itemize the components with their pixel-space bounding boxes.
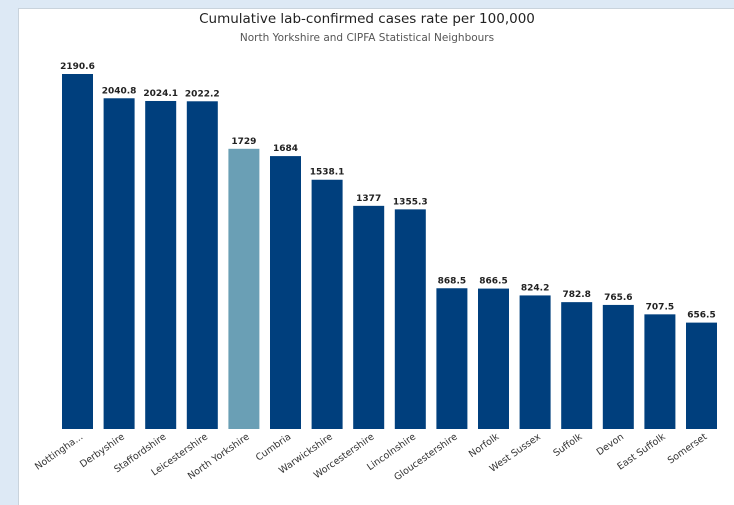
value-label: 1377 — [356, 194, 381, 204]
value-label: 1684 — [273, 144, 298, 154]
bar-worcestershire — [353, 205, 385, 429]
value-label: 866.5 — [479, 277, 507, 287]
value-label: 868.5 — [438, 276, 466, 286]
bar-east-suffolk — [644, 314, 676, 429]
chart-subtitle: North Yorkshire and CIPFA Statistical Ne… — [239, 32, 495, 44]
category-label: Norfolk — [467, 431, 502, 460]
category-label: Suffolk — [551, 431, 584, 459]
bar-suffolk — [561, 302, 593, 429]
value-label: 2040.8 — [102, 86, 137, 96]
bar-gloucestershire — [436, 288, 468, 429]
value-label: 782.8 — [562, 290, 590, 300]
value-label: 765.6 — [604, 293, 632, 303]
bar-devon — [602, 304, 634, 429]
value-label: 1538.1 — [310, 168, 345, 178]
value-label: 824.2 — [521, 283, 549, 293]
value-label: 2024.1 — [143, 89, 178, 99]
value-label: 2190.6 — [60, 62, 95, 72]
bar-derbyshire — [103, 98, 135, 429]
bar-lincolnshire — [394, 209, 426, 429]
value-label: 2022.2 — [185, 89, 220, 99]
category-label: Cumbria — [254, 431, 293, 463]
bar-norfolk — [478, 288, 509, 429]
value-label: 1729 — [231, 137, 256, 147]
bar-west-sussex — [519, 295, 551, 429]
bar-warwickshire — [311, 179, 343, 429]
category-label: Somerset — [666, 431, 710, 466]
bar-north-yorkshire — [228, 148, 260, 430]
bar-nottingha — [62, 74, 93, 429]
bar-cumbria — [270, 156, 301, 429]
value-label: 656.5 — [687, 311, 715, 321]
category-label: Nottingha... — [33, 431, 85, 472]
category-label: Devon — [595, 431, 626, 458]
value-label: 707.5 — [646, 302, 674, 312]
value-label: 1355.3 — [393, 197, 428, 207]
bar-somerset — [686, 322, 717, 429]
chart-title: Cumulative lab-confirmed cases rate per … — [199, 11, 535, 27]
bar-leicestershire — [186, 101, 218, 430]
bar-staffordshire — [145, 100, 177, 429]
